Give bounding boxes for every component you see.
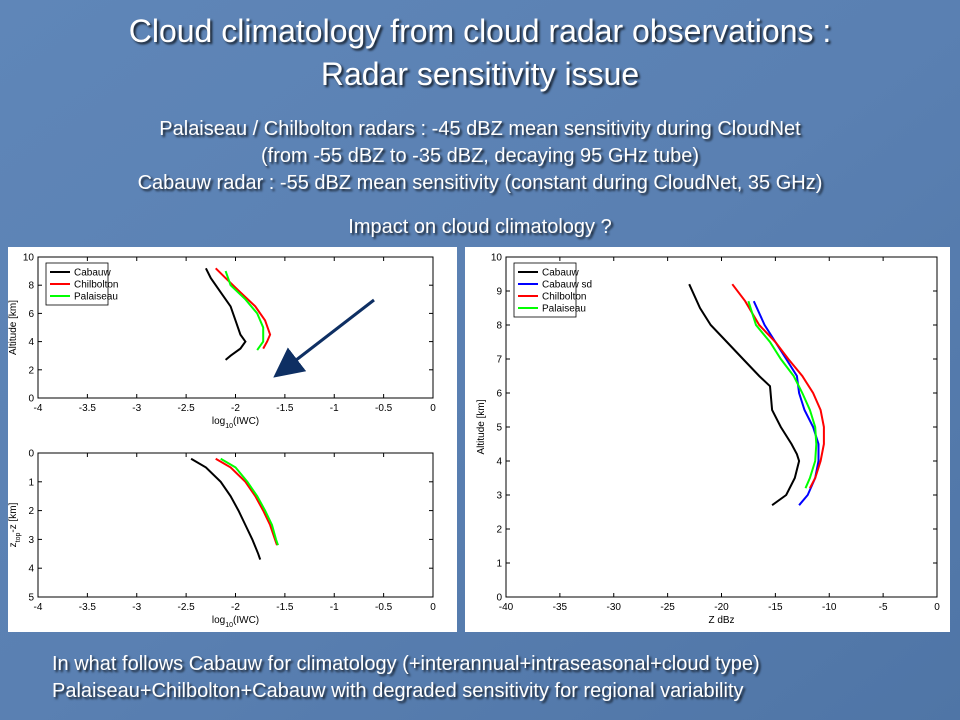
axis-label: log10(IWC) — [212, 615, 259, 629]
plot-area — [37, 452, 434, 598]
series-line — [747, 300, 818, 489]
subtitle: Cabauw radar : -55 dBZ mean sensitivity … — [138, 172, 823, 194]
axis-label: ztop-z [km] — [8, 502, 22, 547]
y-tick-label: 2 — [496, 525, 502, 536]
legend-label: Cabauw — [542, 268, 579, 279]
chart: -4 -3.5 -3 -2.5 -2 -1.5 -1 -0.5 0 0 1 2 3 4 5 log10(IWC… — [8, 449, 436, 629]
x-tick-label: -0.5 — [375, 403, 393, 414]
y-tick-label: 4 — [496, 457, 502, 468]
title: Radar sensitivity issue — [321, 56, 639, 92]
axis-label-part: (IWC) — [233, 615, 259, 626]
series-line — [215, 457, 278, 546]
axis-label-part: Altitude [km] — [476, 399, 487, 454]
y-tick-label: 7 — [496, 355, 502, 366]
y-tick-label: 6 — [496, 389, 502, 400]
series-line — [220, 457, 279, 546]
axis-label-part: log — [212, 416, 225, 427]
axis-label: Altitude [km] — [476, 399, 487, 454]
x-tick-label: -3.5 — [79, 403, 97, 414]
x-tick-label: -30 — [607, 602, 622, 613]
legend-label: Chilbolton — [74, 280, 118, 291]
arrow — [273, 298, 375, 378]
y-tick-label: 4 — [28, 337, 34, 348]
axis-label-part: log — [212, 615, 225, 626]
x-tick-label: -4 — [34, 403, 43, 414]
x-tick-label: 0 — [430, 403, 436, 414]
y-tick-label: 5 — [496, 423, 502, 434]
axis-label: Altitude [km] — [8, 300, 19, 355]
y-tick-label: 1 — [496, 559, 502, 570]
y-tick-label: 1 — [28, 477, 34, 488]
legend-label: Cabauw sd — [542, 280, 592, 291]
title: Cloud climatology from cloud radar obser… — [129, 13, 832, 49]
x-tick-label: -15 — [768, 602, 783, 613]
axis-label-part: Z dBz — [708, 615, 734, 626]
x-tick-label: -1.5 — [276, 403, 294, 414]
x-tick-label: 0 — [934, 602, 940, 613]
legend-label: Chilbolton — [542, 292, 586, 303]
y-tick-label: 4 — [28, 564, 34, 575]
legend-label: Palaiseau — [542, 304, 586, 315]
x-tick-label: -0.5 — [375, 602, 393, 613]
y-tick-label: 2 — [28, 365, 34, 376]
x-tick-label: -3.5 — [79, 602, 97, 613]
footer: In what follows Cabauw for climatology (… — [52, 653, 760, 675]
y-tick-label: 8 — [496, 321, 502, 332]
y-tick-label: 9 — [496, 287, 502, 298]
x-tick-label: -3 — [132, 602, 141, 613]
x-tick-label: -1.5 — [276, 602, 294, 613]
x-tick-label: -2 — [231, 403, 240, 414]
x-tick-label: -4 — [34, 602, 43, 613]
legend-label: Palaiseau — [74, 292, 118, 303]
legend-label: Cabauw — [74, 268, 111, 279]
x-tick-label: -25 — [660, 602, 675, 613]
x-tick-label: -1 — [330, 403, 339, 414]
x-tick-label: -3 — [132, 403, 141, 414]
axis-label-part: top — [15, 533, 22, 543]
series-line — [688, 283, 801, 507]
chart: -40 -35 -30 -25 -20 -15 -10 -5 0 0 1 2 3 4 5 6 7 8 9 10 Z dB… — [476, 253, 940, 627]
subtitle: (from -55 dBZ to -35 dBZ, decaying 95 GH… — [261, 145, 699, 167]
x-tick-label: -35 — [553, 602, 568, 613]
y-tick-label: 0 — [28, 449, 34, 460]
y-tick-label: 10 — [23, 253, 35, 264]
series-line — [190, 457, 262, 560]
axis-label-part: Altitude [km] — [8, 300, 19, 355]
x-tick-label: -5 — [879, 602, 888, 613]
axis-label: log10(IWC) — [212, 416, 259, 430]
axis-label-part: z — [8, 542, 19, 547]
y-tick-label: 2 — [28, 506, 34, 517]
axis-label-part: (IWC) — [233, 416, 259, 427]
footer: Palaiseau+Chilbolton+Cabauw with degrade… — [52, 680, 744, 702]
plot-area — [505, 256, 938, 598]
y-tick-label: 6 — [28, 309, 34, 320]
question: Impact on cloud climatology ? — [348, 216, 611, 238]
chart: -4 -3.5 -3 -2.5 -2 -1.5 -1 -0.5 00246810log10(IW… — [8, 253, 436, 430]
axis-label: Z dBz — [708, 615, 734, 626]
x-tick-label: -10 — [822, 602, 837, 613]
x-tick-label: -2.5 — [178, 403, 196, 414]
y-tick-label: 3 — [28, 535, 34, 546]
y-tick-label: 0 — [28, 394, 34, 405]
y-tick-label: 8 — [28, 281, 34, 292]
x-tick-label: -40 — [499, 602, 514, 613]
x-tick-label: -1 — [330, 602, 339, 613]
subtitle: Palaiseau / Chilbolton radars : -45 dBZ … — [159, 118, 801, 140]
x-tick-label: -2 — [231, 602, 240, 613]
x-tick-label: -2.5 — [178, 602, 196, 613]
axis-label-part: -z [km] — [8, 502, 19, 532]
series-line — [205, 267, 247, 361]
axis-label-part: 10 — [225, 622, 233, 629]
series-line — [731, 283, 825, 489]
y-tick-label: 3 — [496, 491, 502, 502]
y-tick-label: 5 — [28, 593, 34, 604]
y-tick-label: 10 — [491, 253, 503, 264]
y-tick-label: 0 — [496, 593, 502, 604]
x-tick-label: 0 — [430, 602, 436, 613]
series-line — [224, 270, 265, 351]
x-tick-label: -20 — [714, 602, 729, 613]
axis-label-part: 10 — [225, 423, 233, 430]
